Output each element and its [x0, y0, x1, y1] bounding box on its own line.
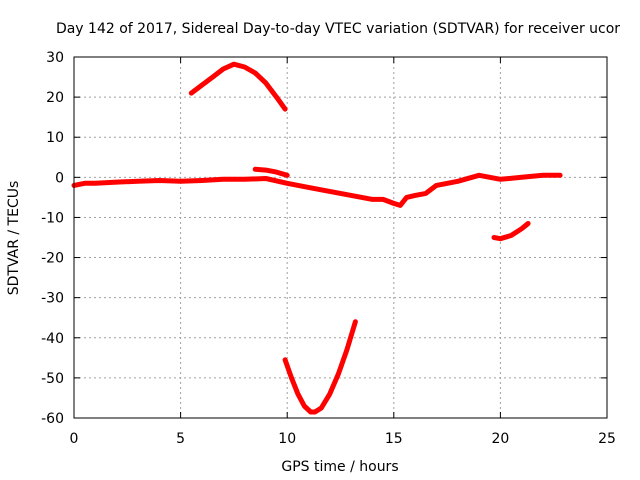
x-tick-label: 25: [598, 431, 616, 447]
y-tick-label: 10: [46, 130, 64, 146]
y-tick-label: -60: [41, 411, 64, 427]
y-axis-label: SDTVAR / TECUs: [6, 181, 22, 296]
series-arc-right: [491, 221, 531, 242]
x-tick-label: 10: [278, 431, 296, 447]
series-arc-lower: [282, 319, 358, 415]
plot-frame: [73, 56, 608, 419]
x-axis-label: GPS time / hours: [281, 459, 398, 475]
series-arc-upper: [188, 61, 288, 112]
grid: [74, 57, 607, 418]
y-tick-label: -20: [41, 251, 64, 267]
x-tick-label: 20: [491, 431, 509, 447]
x-tick-label: 15: [385, 431, 403, 447]
x-tick-label: 0: [70, 431, 79, 447]
y-tick-label: 0: [55, 170, 64, 186]
y-tick-label: 30: [46, 50, 64, 66]
data-series: [71, 61, 563, 415]
series-arc-short: [252, 166, 290, 178]
series-arc-main: [71, 172, 563, 208]
y-tick-label: -50: [41, 371, 64, 387]
y-tick-label: -30: [41, 291, 64, 307]
x-tick-label: 5: [176, 431, 185, 447]
y-tick-label: -10: [41, 210, 64, 226]
axis-ticks: 0 5 10 15 20 25 30 20 10 0 -10 -20 -30 -40 -50 -60: [41, 50, 616, 447]
y-tick-label: 20: [46, 90, 64, 106]
chart-title: Day 142 of 2017, Sidereal Day-to-day VTE…: [56, 21, 620, 37]
y-tick-label: -40: [41, 331, 64, 347]
